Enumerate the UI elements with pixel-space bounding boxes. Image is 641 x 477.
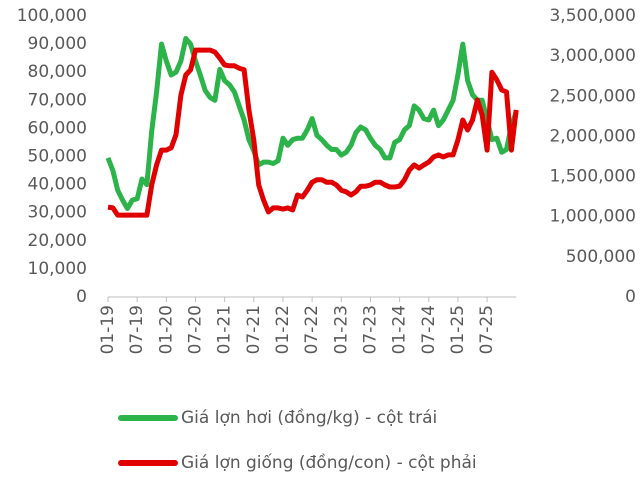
y-tick-label: 100,000 <box>17 6 87 26</box>
y2-tick-label: 3,500,000 <box>549 6 636 26</box>
y-tick-label: 20,000 <box>28 231 87 251</box>
series-line <box>107 47 519 218</box>
y-tick-label: 80,000 <box>28 62 87 82</box>
y2-tick-label: 1,500,000 <box>549 167 636 187</box>
y2-tick-label: 2,500,000 <box>549 86 636 106</box>
legend-label: Giá lợn hơi (đồng/kg) - cột trái <box>181 407 437 428</box>
x-tick-label: 01-20 <box>156 305 176 354</box>
y-tick-label: 90,000 <box>28 34 87 54</box>
y-tick-label: 60,000 <box>28 118 87 138</box>
y2-tick-label: 2,000,000 <box>549 126 636 146</box>
x-tick-label: 01-22 <box>273 305 293 354</box>
x-tick-label: 07-22 <box>302 305 322 354</box>
legend-label: Giá lợn giống (đồng/con) - cột phải <box>181 452 477 473</box>
y-tick-label: 10,000 <box>28 259 87 279</box>
x-tick-label: 07-21 <box>244 305 264 354</box>
y-tick-label: 0 <box>76 287 87 307</box>
y-tick-label: 70,000 <box>28 90 87 110</box>
x-tick-label: 07-20 <box>185 305 205 354</box>
y-tick-label: 50,000 <box>28 147 87 167</box>
series-line <box>105 36 519 211</box>
x-tick-label: 07-25 <box>477 305 497 354</box>
x-tick-label: 01-19 <box>98 305 118 354</box>
y2-tick-label: 500,000 <box>566 247 636 267</box>
x-tick-label: 01-21 <box>215 305 235 354</box>
x-tick-label: 07-23 <box>360 305 380 354</box>
y2-tick-label: 3,000,000 <box>549 46 636 66</box>
y-tick-label: 40,000 <box>28 175 87 195</box>
y2-tick-label: 1,000,000 <box>549 207 636 227</box>
x-tick-label: 07-24 <box>419 305 439 354</box>
x-tick-label: 01-24 <box>390 305 410 354</box>
x-tick-label: 01-23 <box>331 305 351 354</box>
y2-tick-label: 0 <box>625 287 636 307</box>
y-tick-label: 30,000 <box>28 203 87 223</box>
x-tick-label: 01-25 <box>448 305 468 354</box>
x-tick-label: 07-19 <box>127 305 147 354</box>
